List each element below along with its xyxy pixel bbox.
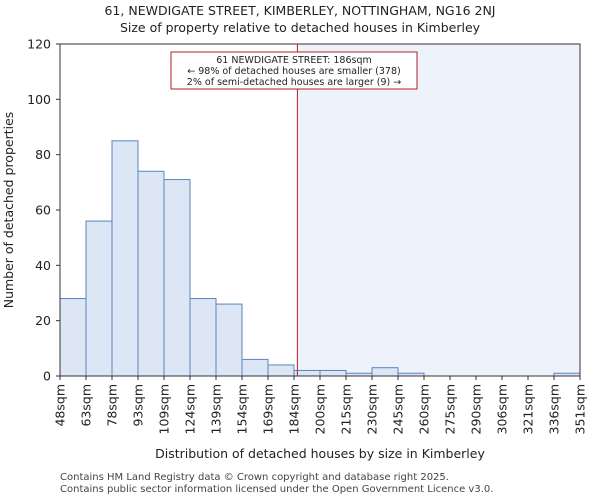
x-tick-label-290sqm: 290sqm — [469, 384, 484, 434]
annotation-box — [170, 51, 418, 90]
x-tick-label-63sqm: 63sqm — [79, 384, 94, 427]
chart-title: Size of property relative to detached ho… — [119, 20, 481, 35]
bar-200sqm — [319, 369, 347, 377]
larger-properties-region — [297, 44, 580, 376]
x-tick-label-351sqm: 351sqm — [573, 384, 588, 434]
x-tick-label-154sqm: 154sqm — [235, 384, 250, 434]
y-tick-label-40: 40 — [35, 258, 51, 273]
bar-154sqm — [241, 358, 269, 377]
bar-48sqm — [59, 298, 87, 377]
y-tick-label-100: 100 — [27, 92, 51, 107]
y-tick-label-80: 80 — [35, 147, 51, 162]
bar-63sqm — [85, 220, 113, 377]
y-axis-label: Number of detached properties — [1, 112, 16, 309]
bar-124sqm — [189, 298, 217, 377]
y-tick-label-0: 0 — [43, 369, 51, 384]
x-tick-label-93sqm: 93sqm — [131, 384, 146, 427]
x-tick-label-321sqm: 321sqm — [521, 384, 536, 434]
x-tick-label-306sqm: 306sqm — [495, 384, 510, 434]
x-axis-label: Distribution of detached houses by size … — [155, 446, 485, 461]
x-tick-label-78sqm: 78sqm — [105, 384, 120, 427]
annotation-line-3: 2% of semi-detached houses are larger (9… — [187, 77, 401, 88]
annotation-line-2: ← 98% of detached houses are smaller (37… — [187, 66, 400, 77]
x-tick-label-260sqm: 260sqm — [417, 384, 432, 434]
x-tick-label-139sqm: 139sqm — [209, 384, 224, 434]
x-tick-label-275sqm: 275sqm — [443, 384, 458, 434]
x-tick-label-200sqm: 200sqm — [313, 384, 328, 434]
y-tick-label-120: 120 — [27, 37, 51, 52]
bar-78sqm — [111, 140, 139, 377]
annotation-line-1: 61 NEWDIGATE STREET: 186sqm — [216, 55, 371, 66]
footer-credit-land-registry: Contains HM Land Registry data © Crown c… — [60, 472, 449, 483]
bar-139sqm — [215, 303, 243, 377]
y-tick-label-60: 60 — [35, 203, 51, 218]
x-tick-label-48sqm: 48sqm — [53, 384, 68, 427]
bar-230sqm — [371, 367, 399, 377]
x-tick-label-184sqm: 184sqm — [287, 384, 302, 434]
x-tick-label-215sqm: 215sqm — [339, 384, 354, 434]
bar-93sqm — [137, 170, 165, 377]
x-tick-label-109sqm: 109sqm — [157, 384, 172, 434]
bar-169sqm — [267, 364, 295, 377]
bar-184sqm — [293, 369, 321, 377]
x-tick-label-124sqm: 124sqm — [183, 384, 198, 434]
x-tick-label-245sqm: 245sqm — [391, 384, 406, 434]
y-tick-label-20: 20 — [35, 313, 51, 328]
x-tick-label-169sqm: 169sqm — [261, 384, 276, 434]
chart-title-address: 61, NEWDIGATE STREET, KIMBERLEY, NOTTING… — [104, 3, 496, 18]
bar-109sqm — [163, 179, 191, 377]
footer-credit-ogl: Contains public sector information licen… — [60, 484, 494, 495]
x-tick-label-336sqm: 336sqm — [547, 384, 562, 434]
x-tick-label-230sqm: 230sqm — [365, 384, 380, 434]
